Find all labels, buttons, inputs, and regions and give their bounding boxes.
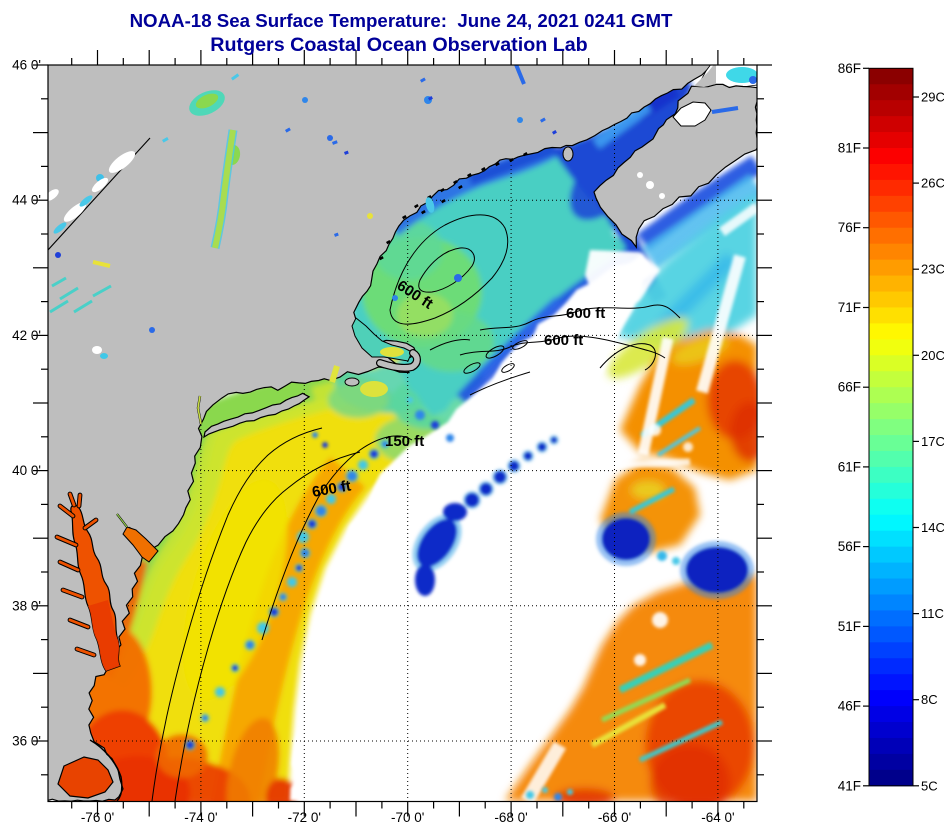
svg-text:600 ft: 600 ft: [311, 477, 353, 501]
svg-text:44 0': 44 0': [12, 193, 41, 208]
svg-text:66F: 66F: [838, 380, 861, 395]
svg-text:-74 0': -74 0': [184, 810, 217, 825]
svg-text:-66 0': -66 0': [598, 810, 631, 825]
svg-text:11C: 11C: [921, 606, 944, 621]
svg-text:NOAA-18 Sea Surface Temperatur: NOAA-18 Sea Surface Temperature: June 24…: [130, 10, 673, 31]
svg-text:56F: 56F: [838, 539, 861, 554]
svg-text:-70 0': -70 0': [391, 810, 424, 825]
svg-text:600 ft: 600 ft: [566, 305, 605, 322]
svg-text:600 ft: 600 ft: [544, 332, 583, 349]
svg-text:41F: 41F: [838, 778, 861, 793]
svg-text:38 0': 38 0': [12, 598, 41, 613]
svg-text:150 ft: 150 ft: [385, 433, 424, 450]
svg-text:36 0': 36 0': [12, 734, 41, 749]
svg-text:14C: 14C: [921, 520, 944, 535]
svg-text:-72 0': -72 0': [288, 810, 321, 825]
svg-text:46F: 46F: [838, 699, 861, 714]
svg-text:8C: 8C: [921, 692, 938, 707]
svg-text:-68 0': -68 0': [494, 810, 527, 825]
svg-text:46 0': 46 0': [12, 58, 41, 73]
svg-text:26C: 26C: [921, 176, 944, 191]
svg-text:17C: 17C: [921, 434, 944, 449]
svg-text:29C: 29C: [921, 90, 944, 105]
svg-text:71F: 71F: [838, 300, 861, 315]
svg-text:81F: 81F: [838, 141, 861, 156]
svg-text:76F: 76F: [838, 220, 861, 235]
svg-text:5C: 5C: [921, 778, 938, 793]
svg-text:-64 0': -64 0': [701, 810, 734, 825]
svg-text:Rutgers Coastal Ocean Observat: Rutgers Coastal Ocean Observation Lab: [210, 34, 587, 56]
svg-text:20C: 20C: [921, 348, 944, 363]
svg-text:23C: 23C: [921, 262, 944, 277]
svg-text:40 0': 40 0': [12, 463, 41, 478]
svg-text:42 0': 42 0': [12, 328, 41, 343]
svg-text:61F: 61F: [838, 459, 861, 474]
svg-text:-76 0': -76 0': [81, 810, 114, 825]
svg-text:51F: 51F: [838, 619, 861, 634]
svg-text:86F: 86F: [838, 61, 861, 76]
